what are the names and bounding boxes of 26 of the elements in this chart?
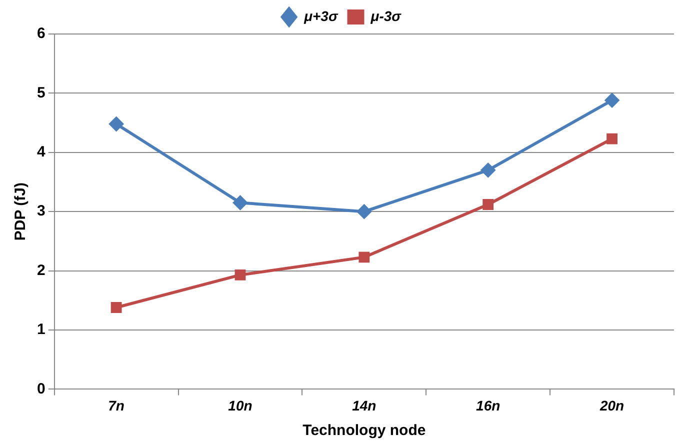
x-tick-label: 16n (476, 397, 500, 414)
y-axis-title: PDP (fJ) (12, 182, 30, 241)
point (604, 92, 620, 108)
point (108, 116, 124, 132)
y-tick-label: 0 (37, 380, 46, 398)
point (110, 302, 122, 313)
point (356, 204, 372, 220)
legend-label: μ+3σ (303, 8, 338, 24)
x-axis-title: Technology node (302, 422, 426, 440)
point (234, 269, 246, 280)
y-tick-label: 4 (37, 144, 46, 161)
x-tick-label: 10n (228, 397, 252, 414)
point (606, 133, 618, 144)
point (232, 195, 248, 210)
y-tick-label: 3 (37, 202, 46, 220)
point (482, 199, 494, 210)
y-tick-label: 2 (37, 262, 46, 279)
x-tick-label: 7n (108, 397, 124, 414)
y-tick-label: 5 (37, 84, 46, 102)
x-tick-label: 20n (598, 397, 624, 414)
point (480, 162, 496, 178)
point (358, 252, 370, 263)
legend-label: μ-3σ (370, 8, 402, 24)
y-tick-label: 6 (37, 25, 46, 42)
y-tick-label: 1 (37, 321, 46, 338)
x-tick-label: 14n (352, 397, 376, 414)
